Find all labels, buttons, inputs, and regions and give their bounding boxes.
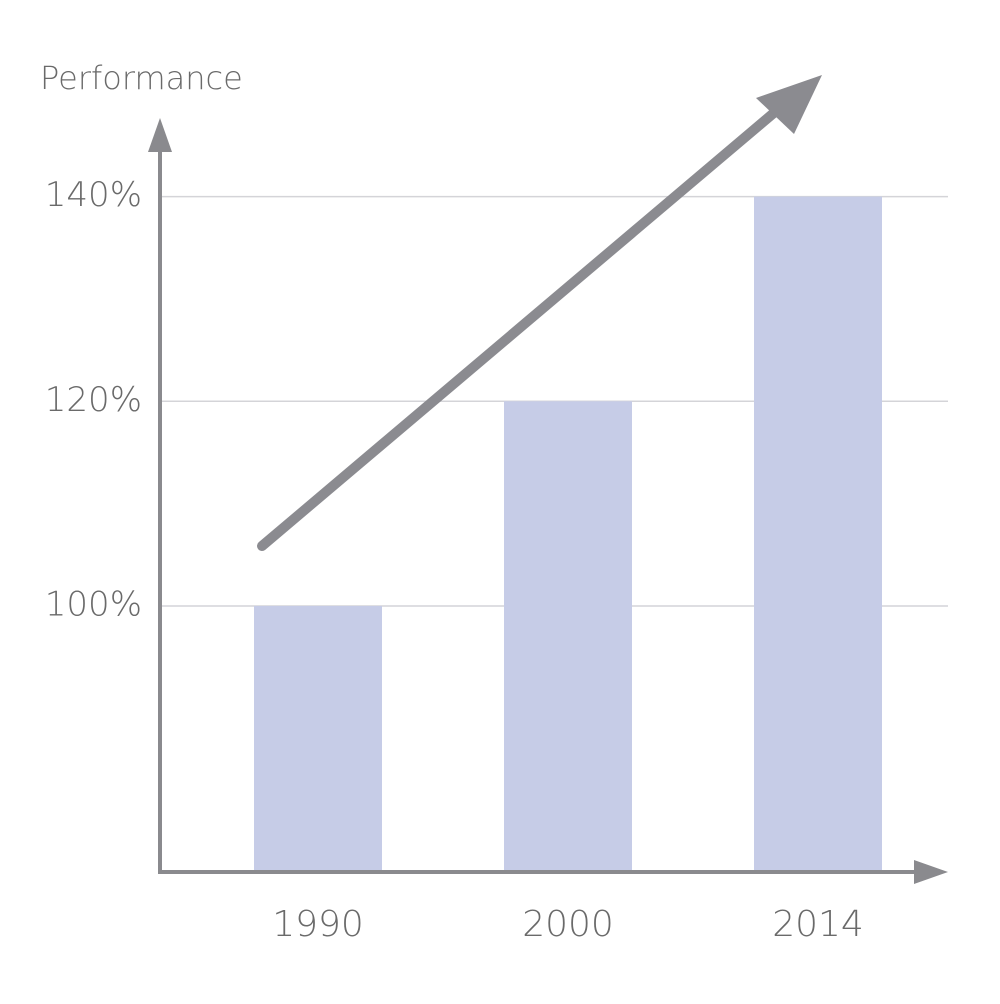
y-axis-arrow [148,118,172,152]
trend-arrow [257,101,787,551]
bar [504,401,632,872]
y-tick-label: 120% [45,380,142,420]
x-tick-label: 1990 [272,904,364,945]
y-tick-label: 140% [45,175,142,215]
y-tick-label: 100% [45,584,142,624]
trend-arrow-head [756,75,822,134]
bar [754,196,882,873]
bars [254,196,882,873]
x-tick-label: 2014 [772,904,864,945]
x-axis-arrow [914,860,948,884]
x-tick-label: 2000 [522,904,614,945]
y-axis-label: Performance [40,59,243,97]
bar [254,605,382,872]
